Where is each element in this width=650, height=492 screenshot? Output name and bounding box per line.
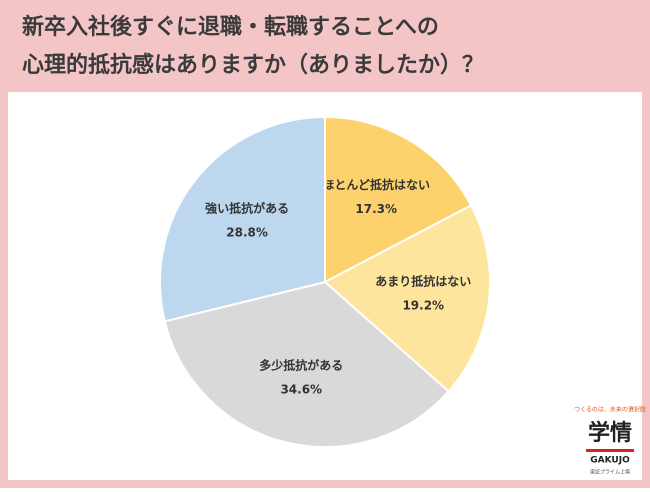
logo-mark: 学情 xyxy=(588,420,632,446)
pie-slice xyxy=(163,280,450,448)
pie-slice xyxy=(323,204,491,393)
logo: つくるのは、未来の選択肢 学情 GAKUJO 東証プライム上場 xyxy=(574,406,646,476)
value-label: 28.8% xyxy=(226,225,268,239)
value-label: 19.2% xyxy=(402,298,444,312)
chart-title: 新卒入社後すぐに退職・転職することへの xyxy=(22,14,439,40)
pie: ほとんど抵抗はない 17.3% あまり抵抗はない 19.2% 多少抵抗がある 34.6% 強… xyxy=(159,115,491,448)
value-label: 17.3% xyxy=(355,202,397,216)
logo-bar xyxy=(586,449,634,452)
slice-label: あまり抵抗はない xyxy=(375,273,471,288)
slice-label: 多少抵抗がある xyxy=(259,358,343,373)
pie-slice xyxy=(324,115,473,284)
logo-tagline: つくるのは、未来の選択肢 xyxy=(574,406,646,414)
value-label: 34.6% xyxy=(280,383,322,397)
slice-label: ほとんど抵抗はない xyxy=(322,177,430,192)
logo-note: 東証プライム上場 xyxy=(590,469,630,476)
pie-slice xyxy=(159,115,326,323)
logo-name: GAKUJO xyxy=(590,456,630,466)
chart-title: 心理的抵抗感はありますか（ありましたか）？ xyxy=(22,52,484,78)
slice-label: 強い抵抗がある xyxy=(205,200,289,215)
